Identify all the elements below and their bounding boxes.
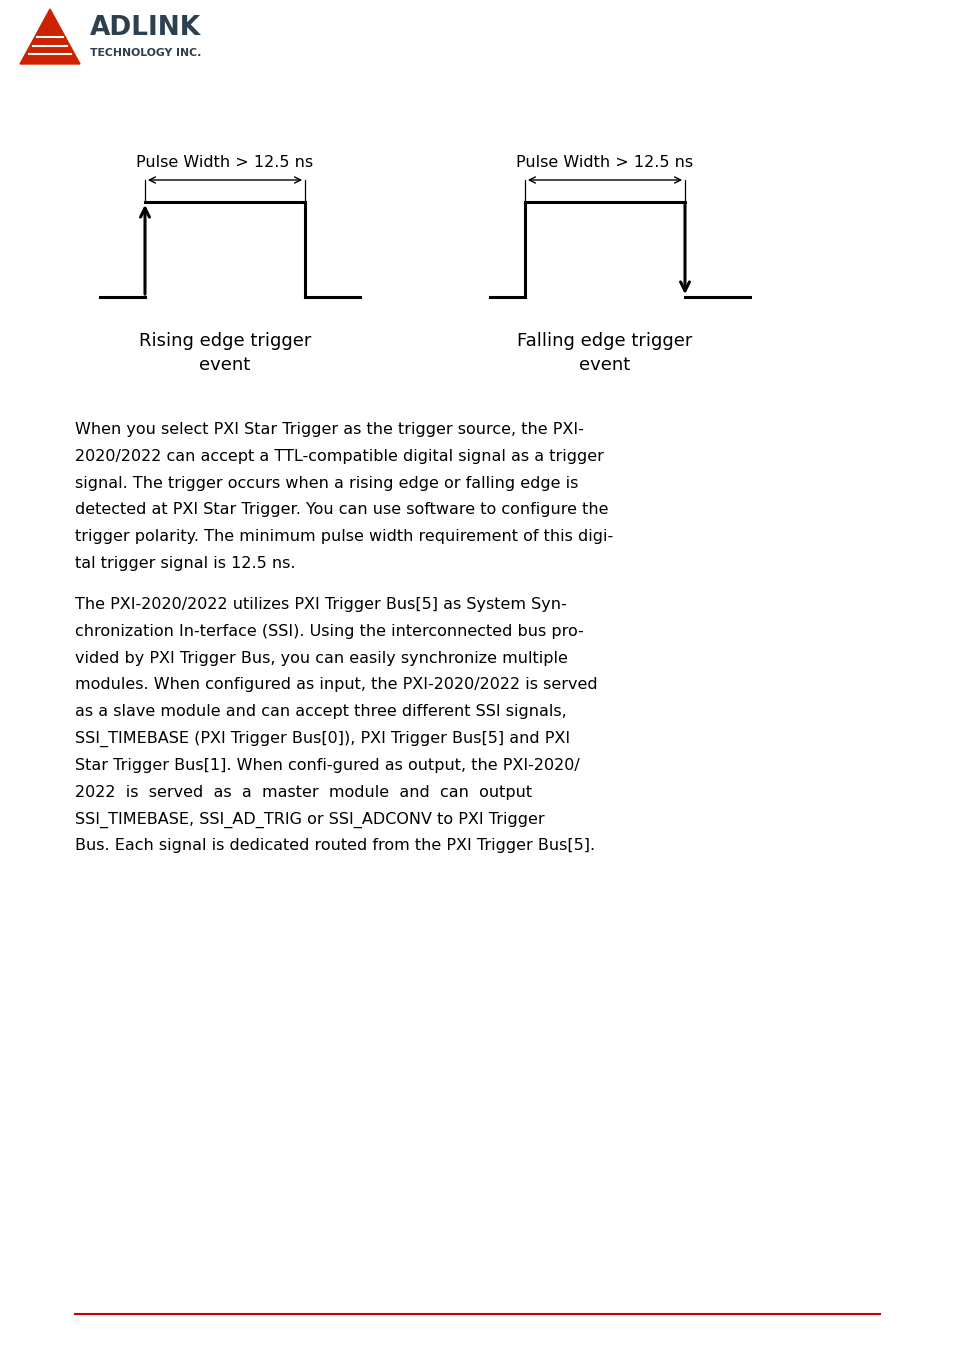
Text: SSI_TIMEBASE (PXI Trigger Bus[0]), PXI Trigger Bus[5] and PXI: SSI_TIMEBASE (PXI Trigger Bus[0]), PXI T… bbox=[75, 731, 570, 748]
Text: detected at PXI Star Trigger. You can use software to configure the: detected at PXI Star Trigger. You can us… bbox=[75, 503, 608, 518]
Text: Rising edge trigger
event: Rising edge trigger event bbox=[139, 333, 311, 373]
Polygon shape bbox=[20, 9, 80, 64]
Text: 2022  is  served  as  a  master  module  and  can  output: 2022 is served as a master module and ca… bbox=[75, 784, 532, 799]
Text: tal trigger signal is 12.5 ns.: tal trigger signal is 12.5 ns. bbox=[75, 556, 295, 571]
Text: SSI_TIMEBASE, SSI_AD_TRIG or SSI_ADCONV to PXI Trigger: SSI_TIMEBASE, SSI_AD_TRIG or SSI_ADCONV … bbox=[75, 811, 544, 827]
Text: 2020/2022 can accept a TTL-compatible digital signal as a trigger: 2020/2022 can accept a TTL-compatible di… bbox=[75, 449, 603, 464]
Text: Pulse Width > 12.5 ns: Pulse Width > 12.5 ns bbox=[136, 155, 314, 170]
Text: The PXI-2020/2022 utilizes PXI Trigger Bus[5] as System Syn-: The PXI-2020/2022 utilizes PXI Trigger B… bbox=[75, 598, 566, 612]
Text: When you select PXI Star Trigger as the trigger source, the PXI-: When you select PXI Star Trigger as the … bbox=[75, 422, 583, 437]
Text: ADLINK: ADLINK bbox=[90, 15, 201, 42]
Text: signal. The trigger occurs when a rising edge or falling edge is: signal. The trigger occurs when a rising… bbox=[75, 476, 578, 491]
Text: Pulse Width > 12.5 ns: Pulse Width > 12.5 ns bbox=[516, 155, 693, 170]
Text: trigger polarity. The minimum pulse width requirement of this digi-: trigger polarity. The minimum pulse widt… bbox=[75, 529, 613, 545]
Text: TECHNOLOGY INC.: TECHNOLOGY INC. bbox=[90, 49, 201, 58]
Text: Falling edge trigger
event: Falling edge trigger event bbox=[517, 333, 692, 373]
Text: Star Trigger Bus[1]. When confi-gured as output, the PXI-2020/: Star Trigger Bus[1]. When confi-gured as… bbox=[75, 758, 579, 773]
Text: vided by PXI Trigger Bus, you can easily synchronize multiple: vided by PXI Trigger Bus, you can easily… bbox=[75, 650, 567, 665]
Text: Bus. Each signal is dedicated routed from the PXI Trigger Bus[5].: Bus. Each signal is dedicated routed fro… bbox=[75, 838, 595, 853]
Text: as a slave module and can accept three different SSI signals,: as a slave module and can accept three d… bbox=[75, 704, 566, 719]
Text: chronization In-terface (SSI). Using the interconnected bus pro-: chronization In-terface (SSI). Using the… bbox=[75, 623, 583, 638]
Text: modules. When configured as input, the PXI-2020/2022 is served: modules. When configured as input, the P… bbox=[75, 677, 597, 692]
